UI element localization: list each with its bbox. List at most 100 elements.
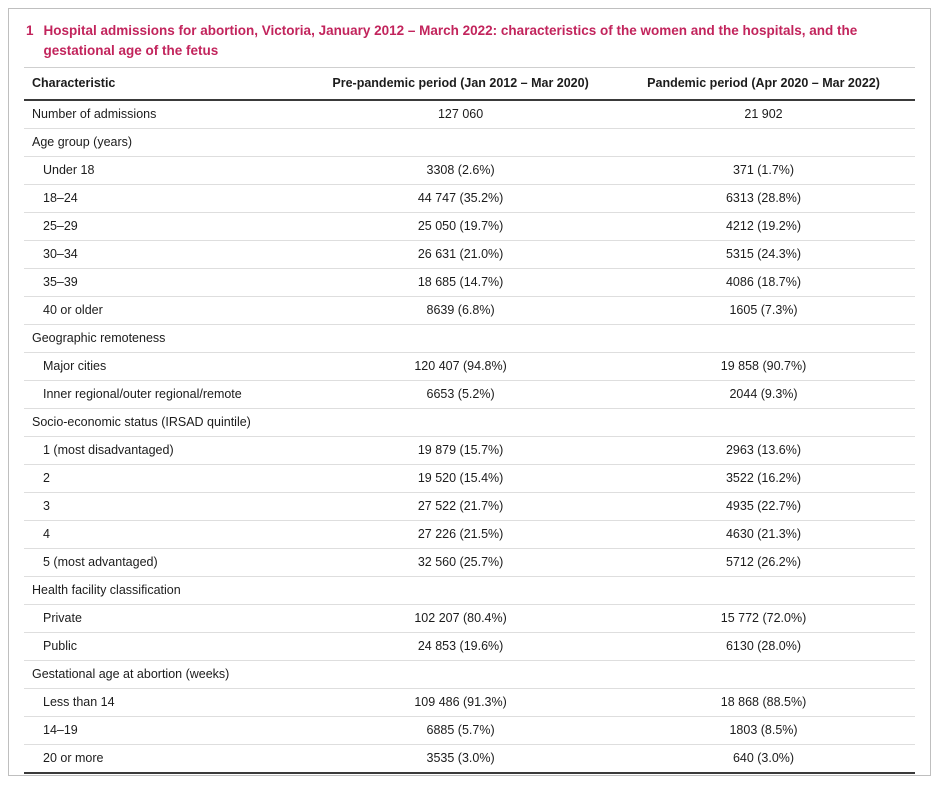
- pre-pandemic-value: 27 522 (21.7%): [309, 492, 613, 522]
- row-label: 35–39: [24, 268, 310, 298]
- table-figure-frame: 1 Hospital admissions for abortion, Vict…: [8, 8, 931, 776]
- pandemic-value: 4935 (22.7%): [612, 492, 915, 522]
- table-row: 35–39 18 685 (14.7%) 4086 (18.7%): [24, 268, 915, 298]
- table-row: Number of admissions 127 060 21 902: [24, 100, 915, 130]
- pandemic-value: 640 (3.0%): [732, 751, 795, 766]
- pandemic-value: [612, 128, 915, 158]
- row-label: 25–29: [24, 212, 310, 242]
- pre-pandemic-value: 25 050 (19.7%): [309, 212, 613, 242]
- pre-pandemic-value: 6653 (5.2%): [309, 380, 613, 410]
- table-row: Less than 14 109 486 (91.3%) 18 868 (88.5%…: [24, 688, 915, 718]
- column-header-characteristic: Characteristic: [24, 67, 310, 102]
- pre-pandemic-value: 120 407 (94.8%): [309, 352, 613, 382]
- table-row: 40 or older 8639 (6.8%) 1605 (7.3%): [24, 296, 915, 326]
- row-label: 40 or older: [24, 296, 310, 326]
- section-row: Health facility classification: [24, 576, 915, 606]
- pre-pandemic-value: 19 879 (15.7%): [309, 436, 613, 466]
- pandemic-value: 4212 (19.2%): [612, 212, 915, 242]
- pre-pandemic-value: 102 207 (80.4%): [309, 604, 613, 634]
- table-row: 5 (most advantaged) 32 560 (25.7%) 5712 (2…: [24, 548, 915, 578]
- row-label: Public: [24, 632, 310, 662]
- pre-pandemic-value: [309, 128, 613, 158]
- row-label: 18–24: [24, 184, 310, 214]
- pre-pandemic-value: 3308 (2.6%): [309, 156, 613, 186]
- row-label: 30–34: [24, 240, 310, 270]
- header-row: Characteristic Pre-pandemic period (Jan …: [24, 67, 915, 102]
- pandemic-value: 19 858 (90.7%): [612, 352, 915, 382]
- row-label: Major cities: [24, 352, 310, 382]
- table-footnote: IRSAD = Index of Relative Socio-economic…: [24, 772, 915, 775]
- row-label: 5 (most advantaged): [24, 548, 310, 578]
- pre-pandemic-value: 127 060: [309, 100, 613, 130]
- table-row: 30–34 26 631 (21.0%) 5315 (24.3%): [24, 240, 915, 270]
- section-label: Gestational age at abortion (weeks): [24, 660, 310, 690]
- data-table: Characteristic Pre-pandemic period (Jan …: [24, 67, 915, 772]
- table-row: 4 27 226 (21.5%) 4630 (21.3%): [24, 520, 915, 550]
- table-number: 1: [26, 23, 34, 38]
- section-row: Gestational age at abortion (weeks): [24, 660, 915, 690]
- table-row: 3 27 522 (21.7%) 4935 (22.7%): [24, 492, 915, 522]
- pandemic-value: 1803 (8.5%): [612, 716, 915, 746]
- pandemic-value: 15 772 (72.0%): [612, 604, 915, 634]
- pre-pandemic-value: 44 747 (35.2%): [309, 184, 613, 214]
- pandemic-value: 371 (1.7%): [612, 156, 915, 186]
- pre-pandemic-value: [309, 576, 613, 606]
- pre-pandemic-value: 8639 (6.8%): [309, 296, 613, 326]
- pandemic-value: [612, 576, 915, 606]
- table-header: Characteristic Pre-pandemic period (Jan …: [24, 67, 915, 102]
- section-row: Socio-economic status (IRSAD quintile): [24, 408, 915, 438]
- row-label: Under 18: [24, 156, 310, 186]
- pre-pandemic-value: 3535 (3.0%): [426, 751, 495, 766]
- row-label: Private: [24, 604, 310, 634]
- section-label: Age group (years): [24, 128, 310, 158]
- pandemic-value: 18 868 (88.5%): [612, 688, 915, 718]
- table-row: Private 102 207 (80.4%) 15 772 (72.0%): [24, 604, 915, 634]
- pandemic-value: 2963 (13.6%): [612, 436, 915, 466]
- row-label: 2: [24, 464, 310, 494]
- table-row: Public 24 853 (19.6%) 6130 (28.0%): [24, 632, 915, 662]
- pandemic-value: [612, 408, 915, 438]
- pandemic-value: 3522 (16.2%): [612, 464, 915, 494]
- table-row: 2 19 520 (15.4%) 3522 (16.2%): [24, 464, 915, 494]
- pandemic-value: [612, 660, 915, 690]
- pandemic-value: 4086 (18.7%): [612, 268, 915, 298]
- pandemic-value: 5712 (26.2%): [612, 548, 915, 578]
- pre-pandemic-value: 18 685 (14.7%): [309, 268, 613, 298]
- section-label: Geographic remoteness: [24, 324, 310, 354]
- table-row: 25–29 25 050 (19.7%) 4212 (19.2%): [24, 212, 915, 242]
- section-label: Health facility classification: [24, 576, 310, 606]
- table-row: Under 18 3308 (2.6%) 371 (1.7%): [24, 156, 915, 186]
- pre-pandemic-value: 32 560 (25.7%): [309, 548, 613, 578]
- column-header-pandemic: Pandemic period (Apr 2020 – Mar 2022): [612, 67, 915, 102]
- row-label: 3: [24, 492, 310, 522]
- section-row: Age group (years): [24, 128, 915, 158]
- pandemic-value: 6313 (28.8%): [612, 184, 915, 214]
- table-title: 1 Hospital admissions for abortion, Vict…: [24, 19, 915, 67]
- table-row: Inner regional/outer regional/remote 6653…: [24, 380, 915, 410]
- row-label: Inner regional/outer regional/remote: [24, 380, 310, 410]
- pre-pandemic-value: [309, 324, 613, 354]
- pre-pandemic-value: [309, 408, 613, 438]
- pre-pandemic-value: 27 226 (21.5%): [309, 520, 613, 550]
- pandemic-value: 6130 (28.0%): [612, 632, 915, 662]
- table-row: 18–24 44 747 (35.2%) 6313 (28.8%): [24, 184, 915, 214]
- column-header-pre-pandemic: Pre-pandemic period (Jan 2012 – Mar 2020…: [309, 67, 613, 102]
- row-label: 1 (most disadvantaged): [24, 436, 310, 466]
- pandemic-value: 2044 (9.3%): [612, 380, 915, 410]
- pre-pandemic-value: 26 631 (21.0%): [309, 240, 613, 270]
- row-label: Number of admissions: [24, 100, 310, 130]
- row-label: Less than 14: [24, 688, 310, 718]
- section-label: Socio-economic status (IRSAD quintile): [24, 408, 310, 438]
- table-figure: 1 Hospital admissions for abortion, Vict…: [9, 9, 930, 775]
- pandemic-value: 21 902: [612, 100, 915, 130]
- pre-pandemic-value: 6885 (5.7%): [309, 716, 613, 746]
- table-row: 20 or more 3535 (3.0%) 640 (3.0%): [24, 745, 915, 773]
- pre-pandemic-value: 109 486 (91.3%): [309, 688, 613, 718]
- table-row: 14–19 6885 (5.7%) 1803 (8.5%): [24, 716, 915, 746]
- pandemic-value: 4630 (21.3%): [612, 520, 915, 550]
- section-row: Geographic remoteness: [24, 324, 915, 354]
- table-row: 1 (most disadvantaged) 19 879 (15.7%) 2963…: [24, 436, 915, 466]
- pre-pandemic-value: 19 520 (15.4%): [309, 464, 613, 494]
- pandemic-value: 1605 (7.3%): [612, 296, 915, 326]
- row-label: 14–19: [24, 716, 310, 746]
